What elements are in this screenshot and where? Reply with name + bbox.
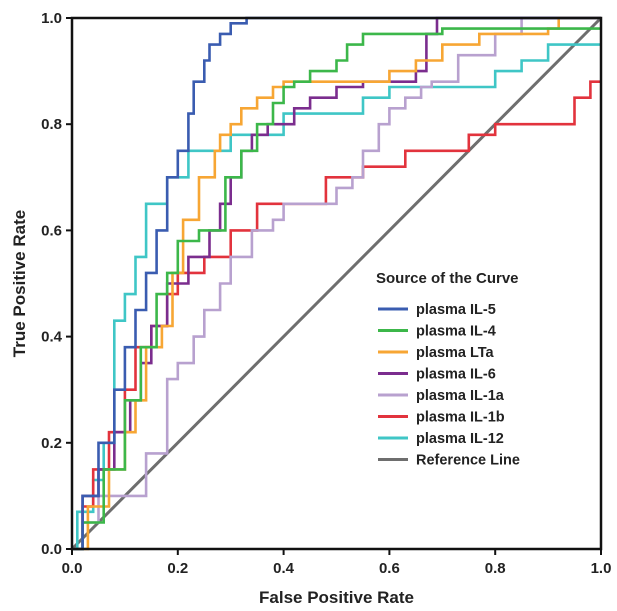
series-line-plasma-il-4 [72, 27, 601, 551]
legend-label: plasma IL-5 [416, 302, 496, 318]
series-line-reference-line [70, 16, 603, 551]
x-axis-title: False Positive Rate [259, 588, 414, 607]
legend-label: plasma IL-4 [416, 324, 496, 340]
series-line-plasma-il-12 [72, 43, 601, 551]
legend-label: plasma IL-1a [416, 388, 505, 404]
legend-label: plasma IL-6 [416, 367, 496, 383]
y-tick-label: 0.4 [41, 329, 63, 346]
legend-label: plasma LTa [416, 345, 495, 361]
y-tick-label: 0.0 [41, 541, 62, 558]
legend-items: plasma IL-5 plasma IL-4 plasma LTa plasma I… [378, 302, 520, 469]
ticks-layer: 0.0 0.2 0.4 0.6 0.8 1.0 0.0 0.2 0.4 0.6 0.8 1.0 [41, 10, 611, 577]
series-line-plasma-lta [72, 16, 601, 551]
x-tick-label: 0.6 [379, 560, 400, 577]
x-tick-label: 0.2 [167, 560, 188, 577]
y-tick-label: 1.0 [41, 10, 62, 27]
legend-label: Reference Line [416, 453, 520, 469]
series-layer [70, 16, 603, 551]
legend-label: plasma IL-12 [416, 431, 504, 447]
legend-title: Source of the Curve [376, 270, 519, 287]
plot-frame [70, 16, 603, 551]
x-tick-label: 0.4 [273, 560, 295, 577]
y-tick-label: 0.6 [41, 222, 62, 239]
x-tick-label: 0.0 [62, 560, 83, 577]
series-line-plasma-il-5 [72, 16, 601, 551]
series-line-plasma-il-1a [72, 16, 601, 551]
x-tick-label: 0.8 [485, 560, 506, 577]
y-tick-label: 0.8 [41, 116, 62, 133]
y-axis-title: True Positive Rate [10, 210, 29, 357]
legend-label: plasma IL-1b [416, 410, 505, 426]
x-tick-label: 1.0 [591, 560, 612, 577]
y-tick-label: 0.2 [41, 435, 62, 452]
